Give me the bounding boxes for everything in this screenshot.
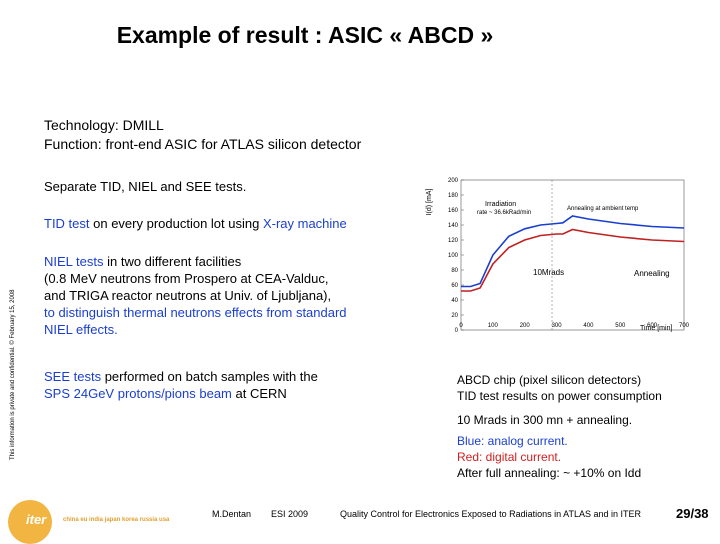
see-line1: performed on batch samples with the: [101, 369, 318, 384]
niel-line4: to distinguish thermal neutrons effects …: [44, 305, 347, 320]
x-tick-label: 100: [488, 323, 499, 329]
technology-block: Technology: DMILL Function: front-end AS…: [44, 116, 361, 154]
niel-text: NIEL tests in two different facilities (…: [44, 253, 347, 338]
confidential-note: This information is private and confiden…: [10, 289, 16, 460]
digital-current-series: [461, 228, 685, 292]
logo-countries: china eu india japan korea russia usa: [63, 517, 170, 523]
caption-dose: 10 Mrads in 300 mn + annealing.: [457, 413, 633, 427]
technology-line: Technology: DMILL: [44, 117, 164, 133]
annealing-annotation: Annealing: [634, 269, 670, 278]
see-line2: at CERN: [231, 386, 287, 401]
x-tick-label: 700: [679, 323, 690, 329]
caption-after: After full annealing: ~ +10% on Idd: [457, 466, 642, 480]
tid-highlight: TID test: [44, 216, 90, 231]
irradiation-annotation: Irradiation: [485, 201, 516, 208]
niel-line2: (0.8 MeV neutrons from Prospero at CEA-V…: [44, 271, 329, 286]
ambient-annealing-annotation: Annealing at ambient temp: [567, 206, 639, 212]
slide-title: Example of result : ASIC « ABCD »: [116, 22, 494, 48]
see-text: SEE tests performed on batch samples wit…: [44, 368, 318, 402]
see-highlight: SEE tests: [44, 369, 102, 384]
function-line: Function: front-end ASIC for ATLAS silic…: [44, 136, 362, 152]
x-axis-label: Time [min]: [640, 325, 672, 332]
caption-red: Red: digital current.: [457, 450, 562, 464]
x-tick-label: 400: [583, 323, 594, 329]
y-tick-label: 0: [455, 328, 459, 334]
10mrads-annotation: 10Mrads: [533, 268, 564, 277]
iter-logo-text: iter: [26, 512, 47, 527]
footer-author: M.Dentan: [212, 509, 252, 519]
niel-line5: NIEL effects.: [44, 322, 118, 337]
y-tick-label: 180: [448, 193, 459, 199]
footer-event: ESI 2009: [271, 509, 309, 519]
y-tick-label: 40: [451, 298, 458, 304]
footer-talk: Quality Control for Electronics Exposed …: [340, 509, 641, 519]
y-tick-label: 100: [448, 253, 459, 259]
rate-annotation: rate ~ 36.6kRad/min: [477, 210, 531, 216]
iter-logo-icon: [8, 500, 52, 544]
caption-blue: Blue: analog current.: [457, 434, 568, 448]
y-axis-label: I(d) [mA]: [426, 189, 433, 216]
y-tick-label: 20: [451, 313, 458, 319]
niel-highlight: NIEL tests: [44, 254, 104, 269]
y-tick-label: 140: [448, 223, 459, 229]
caption-legend: Blue: analog current. Red: digital curre…: [457, 433, 641, 481]
page-number: 29/38: [676, 506, 709, 521]
xray-highlight: X-ray machine: [262, 216, 347, 231]
sps-highlight: SPS 24GeV protons/pions beam: [44, 386, 232, 401]
y-tick-label: 200: [448, 178, 459, 184]
x-ticks: 0 100 200 300 400 500 600 700: [459, 323, 689, 329]
x-tick-label: 600: [647, 323, 658, 329]
x-tick-label: 200: [520, 323, 531, 329]
separate-tests-text: Separate TID, NIEL and SEE tests.: [44, 179, 247, 194]
caption-line2: TID test results on power consumption: [457, 389, 662, 403]
tid-body: on every production lot using: [89, 216, 263, 231]
tid-text: TID test on every production lot using X…: [44, 215, 347, 232]
niel-line1: in two different facilities: [103, 254, 242, 269]
y-tick-label: 80: [451, 268, 458, 274]
x-tick-label: 500: [615, 323, 626, 329]
caption-line1: ABCD chip (pixel silicon detectors): [457, 373, 642, 387]
y-tick-label: 160: [448, 208, 459, 214]
plot-caption: ABCD chip (pixel silicon detectors) TID …: [457, 372, 662, 404]
niel-line3: and TRIGA reactor neutrons at Univ. of L…: [44, 288, 332, 303]
x-tick-label: 300: [552, 323, 563, 329]
y-tick-label: 120: [448, 238, 459, 244]
x-tick-label: 0: [459, 323, 463, 329]
y-tick-label: 60: [451, 283, 458, 289]
analog-current-series: [461, 215, 685, 288]
